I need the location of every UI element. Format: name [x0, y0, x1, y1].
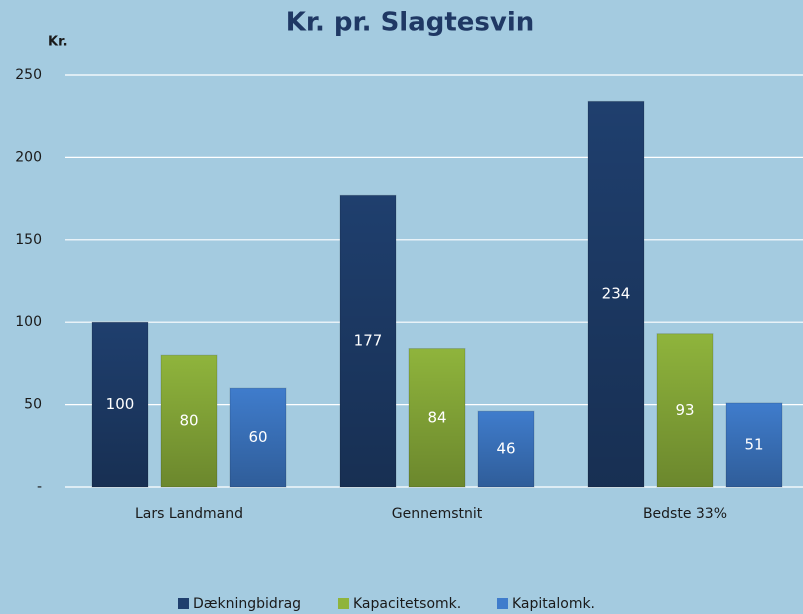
- x-tick-label: Gennemstnit: [392, 506, 483, 522]
- data-label: 60: [248, 428, 267, 446]
- x-tick-label: Lars Landmand: [135, 506, 243, 522]
- y-axis-label: Kr.: [48, 35, 68, 50]
- y-tick-label: 200: [15, 149, 42, 165]
- x-tick-label: Bedste 33%: [643, 506, 727, 522]
- y-tick-label: -: [37, 479, 42, 495]
- data-label: 51: [744, 435, 763, 453]
- data-label: 93: [675, 401, 694, 419]
- legend-swatch: [338, 598, 349, 609]
- y-tick-label: 50: [24, 397, 42, 413]
- y-tick-label: 150: [15, 232, 42, 248]
- legend-label: Kapacitetsomk.: [353, 596, 461, 612]
- y-tick-label: 100: [15, 314, 42, 330]
- data-label: 177: [354, 332, 383, 350]
- legend-label: Dækningbidrag: [193, 596, 301, 612]
- data-label: 84: [427, 408, 446, 426]
- chart-title: Kr. pr. Slagtesvin: [286, 8, 535, 38]
- legend-swatch: [497, 598, 508, 609]
- y-tick-label: 250: [15, 67, 42, 83]
- legend-swatch: [178, 598, 189, 609]
- data-label: 234: [602, 285, 631, 303]
- data-label: 80: [179, 412, 198, 430]
- data-label: 46: [496, 440, 515, 458]
- data-label: 100: [106, 395, 135, 413]
- legend-label: Kapitalomk.: [512, 596, 595, 612]
